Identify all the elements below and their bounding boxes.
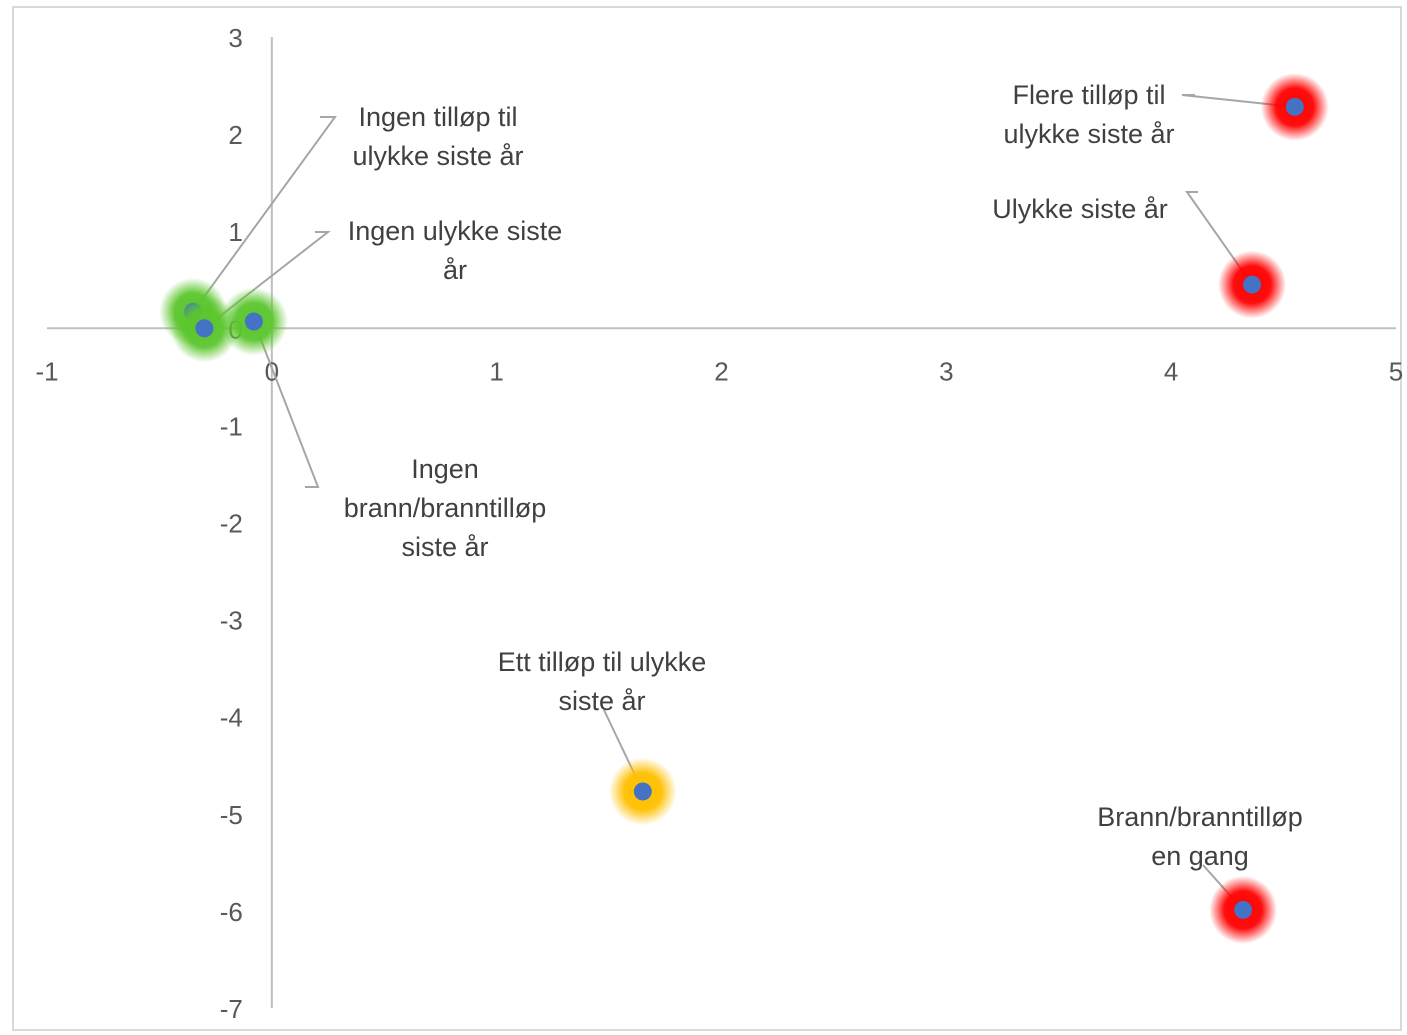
data-label-line: Flere tilløp til	[1012, 80, 1165, 110]
x-tick-label: 3	[939, 356, 953, 386]
data-label-line: Ulykke siste år	[992, 194, 1168, 224]
data-label: Ett tilløp til ulykke siste år	[498, 647, 707, 716]
x-tick-label: 4	[1164, 356, 1178, 386]
leader-line	[1181, 94, 1295, 108]
y-tick-label: -5	[220, 800, 243, 830]
data-labels: Ingen tilløp til ulykke siste år Ingen uly…	[344, 80, 1303, 871]
x-tick-label: 2	[714, 356, 728, 386]
data-label: Ingen tilløp til ulykke siste år	[352, 102, 523, 171]
data-point	[1260, 72, 1329, 141]
point-marker	[195, 319, 214, 338]
data-label-line: Brann/branntilløp	[1097, 802, 1303, 832]
data-label: Ulykke siste år	[992, 194, 1168, 224]
y-tick-label: -7	[220, 994, 243, 1024]
point-marker	[1243, 275, 1262, 294]
y-tick-label: -6	[220, 897, 243, 927]
x-tick-label: -1	[35, 356, 58, 386]
data-label-line: en gang	[1151, 841, 1249, 871]
y-tick-label: 1	[228, 217, 242, 247]
data-label-line: ulykke siste år	[1003, 119, 1174, 149]
x-tick-label: 1	[489, 356, 503, 386]
data-label: Ingen brann/branntilløp siste år	[344, 454, 547, 562]
y-tick-label: -4	[220, 703, 243, 733]
data-label-line: ulykke siste år	[352, 141, 523, 171]
data-points	[159, 72, 1329, 944]
data-point	[219, 287, 288, 356]
data-label-line: Ett tilløp til ulykke	[498, 647, 707, 677]
y-tick-label: 3	[228, 23, 242, 53]
data-label-line: år	[443, 255, 467, 285]
chart-frame	[12, 6, 1402, 1031]
data-label-line: siste år	[401, 532, 488, 562]
point-marker	[633, 782, 652, 801]
y-tick-label: -3	[220, 606, 243, 636]
data-point	[170, 294, 239, 363]
data-label: Brann/branntilløp en gang	[1097, 802, 1303, 871]
data-label: Ingen ulykke siste år	[348, 216, 563, 285]
data-point	[608, 757, 677, 826]
leader-line	[252, 321, 320, 488]
x-tick-label: 5	[1389, 356, 1403, 386]
data-point	[1218, 250, 1287, 319]
point-marker	[1234, 900, 1253, 919]
data-label-line: Ingen ulykke siste	[348, 216, 563, 246]
point-marker	[1285, 97, 1304, 116]
data-label-line: siste år	[558, 686, 645, 716]
data-label-line: Ingen	[411, 454, 479, 484]
leader-line	[192, 116, 337, 313]
y-tick-label: -1	[220, 411, 243, 441]
data-label-line: Ingen tilløp til	[358, 102, 517, 132]
y-tick-label: -2	[220, 509, 243, 539]
axes: -10123453210-1-2-3-4-5-6-7	[35, 23, 1403, 1024]
leader-line	[1185, 191, 1253, 286]
y-tick-label: 2	[228, 120, 242, 150]
data-label-line: brann/branntilløp	[344, 493, 547, 523]
point-marker	[244, 312, 263, 331]
data-label: Flere tilløp til ulykke siste år	[1003, 80, 1174, 149]
data-point	[1209, 875, 1278, 944]
